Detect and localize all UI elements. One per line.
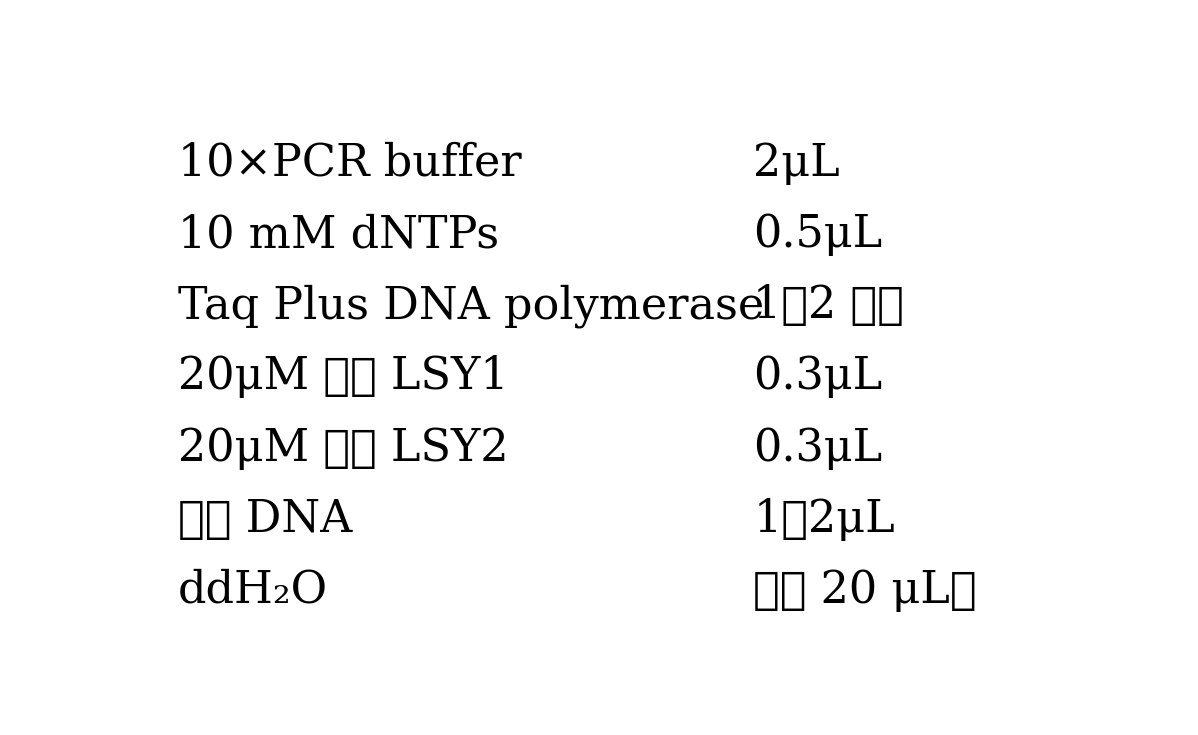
Text: 0.3μL: 0.3μL: [754, 355, 883, 398]
Text: 模板 DNA: 模板 DNA: [177, 498, 352, 541]
Text: ddH₂O: ddH₂O: [177, 569, 328, 612]
Text: 0.3μL: 0.3μL: [754, 426, 883, 470]
Text: 0.5μL: 0.5μL: [754, 213, 883, 256]
Text: 20μM 引物 LSY2: 20μM 引物 LSY2: [177, 426, 508, 470]
Text: 20μM 引物 LSY1: 20μM 引物 LSY1: [177, 355, 508, 398]
Text: 2μL: 2μL: [754, 142, 840, 185]
Text: 10×PCR buffer: 10×PCR buffer: [177, 142, 521, 185]
Text: 10 mM dNTPs: 10 mM dNTPs: [177, 213, 498, 256]
Text: 1～2μL: 1～2μL: [754, 498, 895, 541]
Text: Taq Plus DNA polymerase: Taq Plus DNA polymerase: [177, 284, 764, 328]
Text: 1～2 单位: 1～2 单位: [754, 284, 904, 327]
Text: 加至 20 μL。: 加至 20 μL。: [754, 569, 976, 612]
